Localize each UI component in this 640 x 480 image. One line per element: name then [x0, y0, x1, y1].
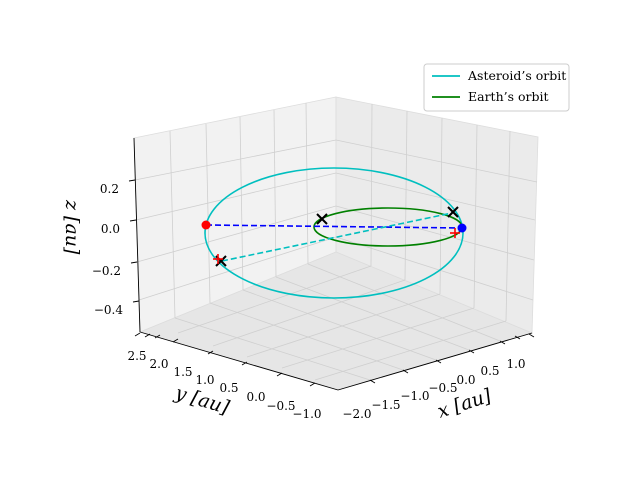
- y-tick-mark: [207, 350, 214, 355]
- earth-point-blue: [457, 223, 467, 233]
- x-tick-mark: [435, 359, 442, 364]
- y-tick-label: 2.0: [149, 357, 168, 371]
- z-axis-line: [133, 137, 141, 333]
- x-tick-label: −1.0: [400, 389, 429, 403]
- y-tick-label: 0.5: [219, 381, 238, 395]
- z-ticks: −0.4 −0.2 0.0 0.2: [92, 179, 140, 317]
- y-tick-mark: [276, 372, 283, 377]
- plus-lower-left: [213, 254, 223, 264]
- z-tick-label: 0.2: [100, 182, 119, 196]
- legend-box: [423, 63, 570, 112]
- z-tick-mark: [132, 300, 140, 303]
- z-tick-mark: [130, 261, 138, 264]
- y-tick-mark: [144, 333, 151, 338]
- asteroid-point-red: [201, 220, 211, 230]
- y-tick-label: 1.5: [173, 365, 192, 379]
- y-tick-label: −0.5: [266, 399, 295, 413]
- x-tick-label: 1.0: [506, 357, 525, 371]
- legend-label-earth: Earth’s orbit: [468, 89, 549, 104]
- z-tick-label: 0.0: [101, 222, 120, 236]
- y-tick-mark: [134, 332, 141, 337]
- y-tick-mark: [241, 361, 248, 366]
- z-axis-label: z [au]: [61, 199, 83, 255]
- x-tick-mark: [528, 333, 535, 338]
- z-tick-mark: [129, 219, 137, 222]
- y-tick-label: 0.0: [246, 390, 265, 404]
- y-tick-mark: [172, 338, 179, 343]
- blue-dashed-line: [205, 224, 463, 229]
- plus-right: [450, 228, 460, 238]
- y-tick-label: 1.0: [195, 373, 214, 387]
- y-tick-mark: [154, 334, 161, 339]
- x-tick-label: −1.5: [371, 398, 400, 412]
- x-tick-mark: [468, 349, 475, 354]
- x-tick-label: 0.5: [480, 364, 499, 378]
- y-tick-label: −1.0: [292, 407, 321, 421]
- grid-lines: [134, 102, 538, 381]
- x-ticks: −2.0−1.5−1.0−0.50.0 0.5 1.0: [342, 333, 535, 421]
- legend-label-asteroid: Asteroid’s orbit: [467, 68, 566, 83]
- y-tick-label: 2.5: [127, 349, 146, 363]
- y-ticks: −1.0−0.50.0 0.5 1.01.5 2.02.5: [127, 332, 322, 421]
- legend: Asteroid’s orbit Earth’s orbit: [423, 63, 570, 112]
- x-tick-label: −0.5: [428, 381, 457, 395]
- asteroid-orbit-line: [204, 167, 464, 299]
- x-tick-mark: [499, 340, 506, 345]
- z-tick-label: −0.2: [92, 264, 121, 278]
- cyan-dashed-line: [221, 212, 453, 262]
- axes-panes: [133, 96, 539, 391]
- z-tick-mark: [128, 179, 136, 182]
- x-tick-mark: [369, 379, 376, 384]
- x-tick-mark: [402, 369, 409, 374]
- y-tick-mark: [309, 382, 316, 387]
- cross-near-earth-right: [447, 206, 459, 218]
- x-tick-label: −2.0: [342, 407, 371, 421]
- z-tick-label: −0.4: [94, 303, 124, 317]
- cross-near-earth-left: [316, 213, 328, 225]
- x-tick-label: 0.0: [456, 373, 475, 387]
- x-tick-mark: [514, 335, 521, 340]
